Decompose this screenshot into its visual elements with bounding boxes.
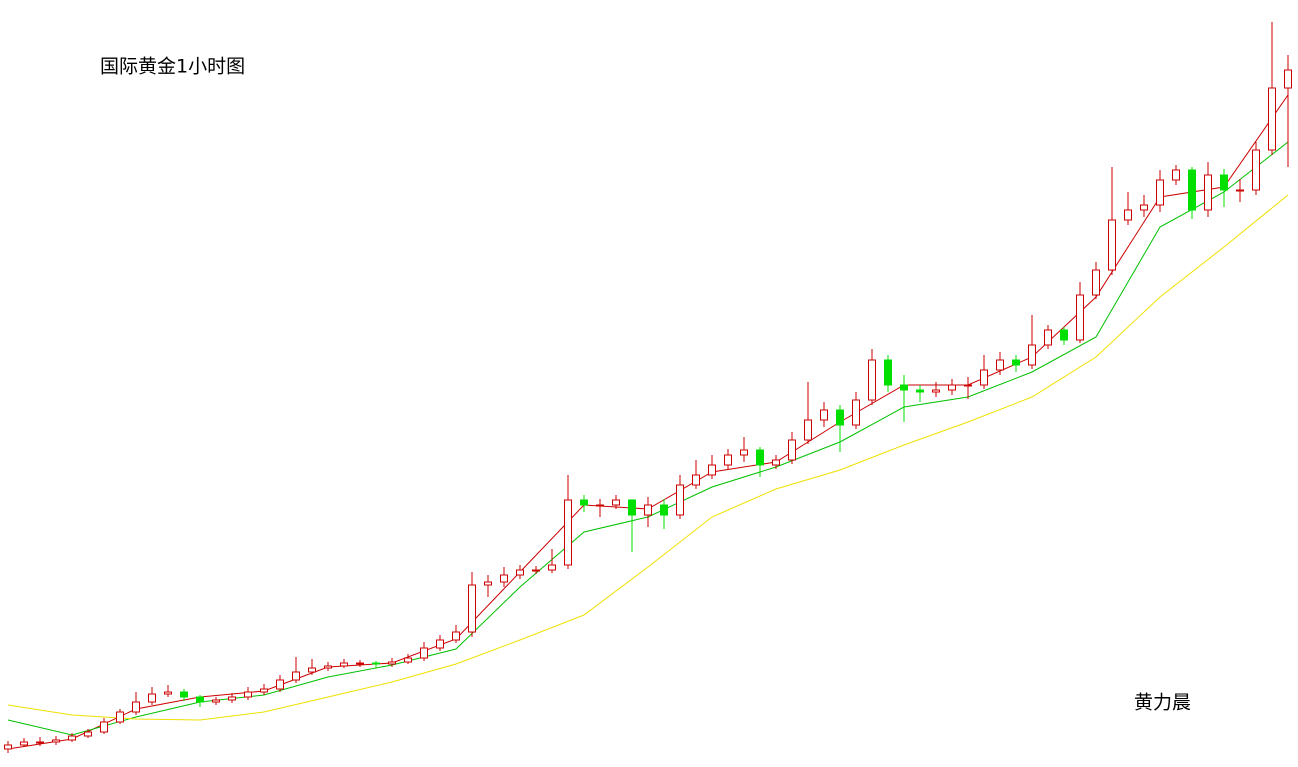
candle-body [148,693,156,703]
candle-body [180,691,188,698]
candle-body [612,499,620,506]
candle-body [788,439,796,461]
candle-body [900,384,908,391]
candle-body [228,696,236,701]
candle-body [1188,169,1196,211]
candle-body [772,459,780,466]
candle-body [1044,329,1052,346]
candle-body [804,419,812,441]
candle-body [84,731,92,737]
candle-body [1284,69,1292,89]
candle-body [996,359,1004,371]
candle-body [1108,219,1116,271]
candle-body [724,454,732,466]
candle-body [836,409,844,426]
candle-body [548,564,556,571]
moving-average-line [7,141,1289,736]
candle-body [692,474,700,486]
candle-body [292,671,300,681]
candle-body [932,389,940,393]
moving-average-line [7,94,1289,750]
candle-body [1204,174,1212,211]
candle-body [516,569,524,576]
moving-average-line [7,194,1289,721]
author-annotation: 黄力晨 [1134,692,1191,714]
candle-body [1124,209,1132,221]
candle-body [596,504,604,507]
candle-body [628,499,636,516]
candle-body [564,499,572,566]
candle-body [1060,329,1068,341]
candle-body [372,662,380,665]
candle-body [1076,294,1084,341]
candle-body [868,359,876,401]
candle-body [948,384,956,391]
candle-body [36,741,44,744]
candle-body [324,665,332,669]
candle-body [1268,87,1276,151]
candle-body [116,711,124,723]
candle-body [580,499,588,506]
candle-body [1140,204,1148,211]
candle-body [20,741,28,746]
candle-body [420,647,428,659]
candle-body [1236,189,1244,192]
candle-body [884,359,892,386]
candle-body [916,389,924,393]
candle-body [1028,344,1036,366]
candle-body [52,739,60,743]
candle-body [196,696,204,703]
candle-body [132,701,140,713]
candle-body [1252,149,1260,191]
candle-body [308,667,316,673]
candle-body [100,721,108,733]
candle-body [468,584,476,633]
candle-body [356,662,364,665]
candle-body [1012,359,1020,366]
candle-body [404,657,412,663]
candle-body [452,631,460,641]
candle-body [260,688,268,693]
candle-body [1156,179,1164,206]
candle-body [340,662,348,667]
candle-body [4,744,12,750]
candle-body [820,409,828,421]
candle-body [708,464,716,476]
candle-body [980,369,988,386]
candle-body [644,504,652,516]
candle-body [244,691,252,698]
candle-body [964,384,972,387]
candle-body [436,639,444,649]
candle-body [484,581,492,586]
candle-body [500,574,508,583]
candle-body [1220,174,1228,191]
candle-body [164,691,172,695]
candle-body [68,735,76,741]
chart-title: 国际黄金1小时图 [100,56,245,78]
candle-body [276,679,284,690]
candle-body [388,661,396,665]
candle-body [740,449,748,456]
candle-body [1092,269,1100,296]
candle-body [852,399,860,426]
candle-body [532,569,540,572]
candle-body [212,699,220,703]
candle-body [676,484,684,516]
candle-body [1172,169,1180,181]
candle-body [660,504,668,516]
candle-body [756,449,764,466]
